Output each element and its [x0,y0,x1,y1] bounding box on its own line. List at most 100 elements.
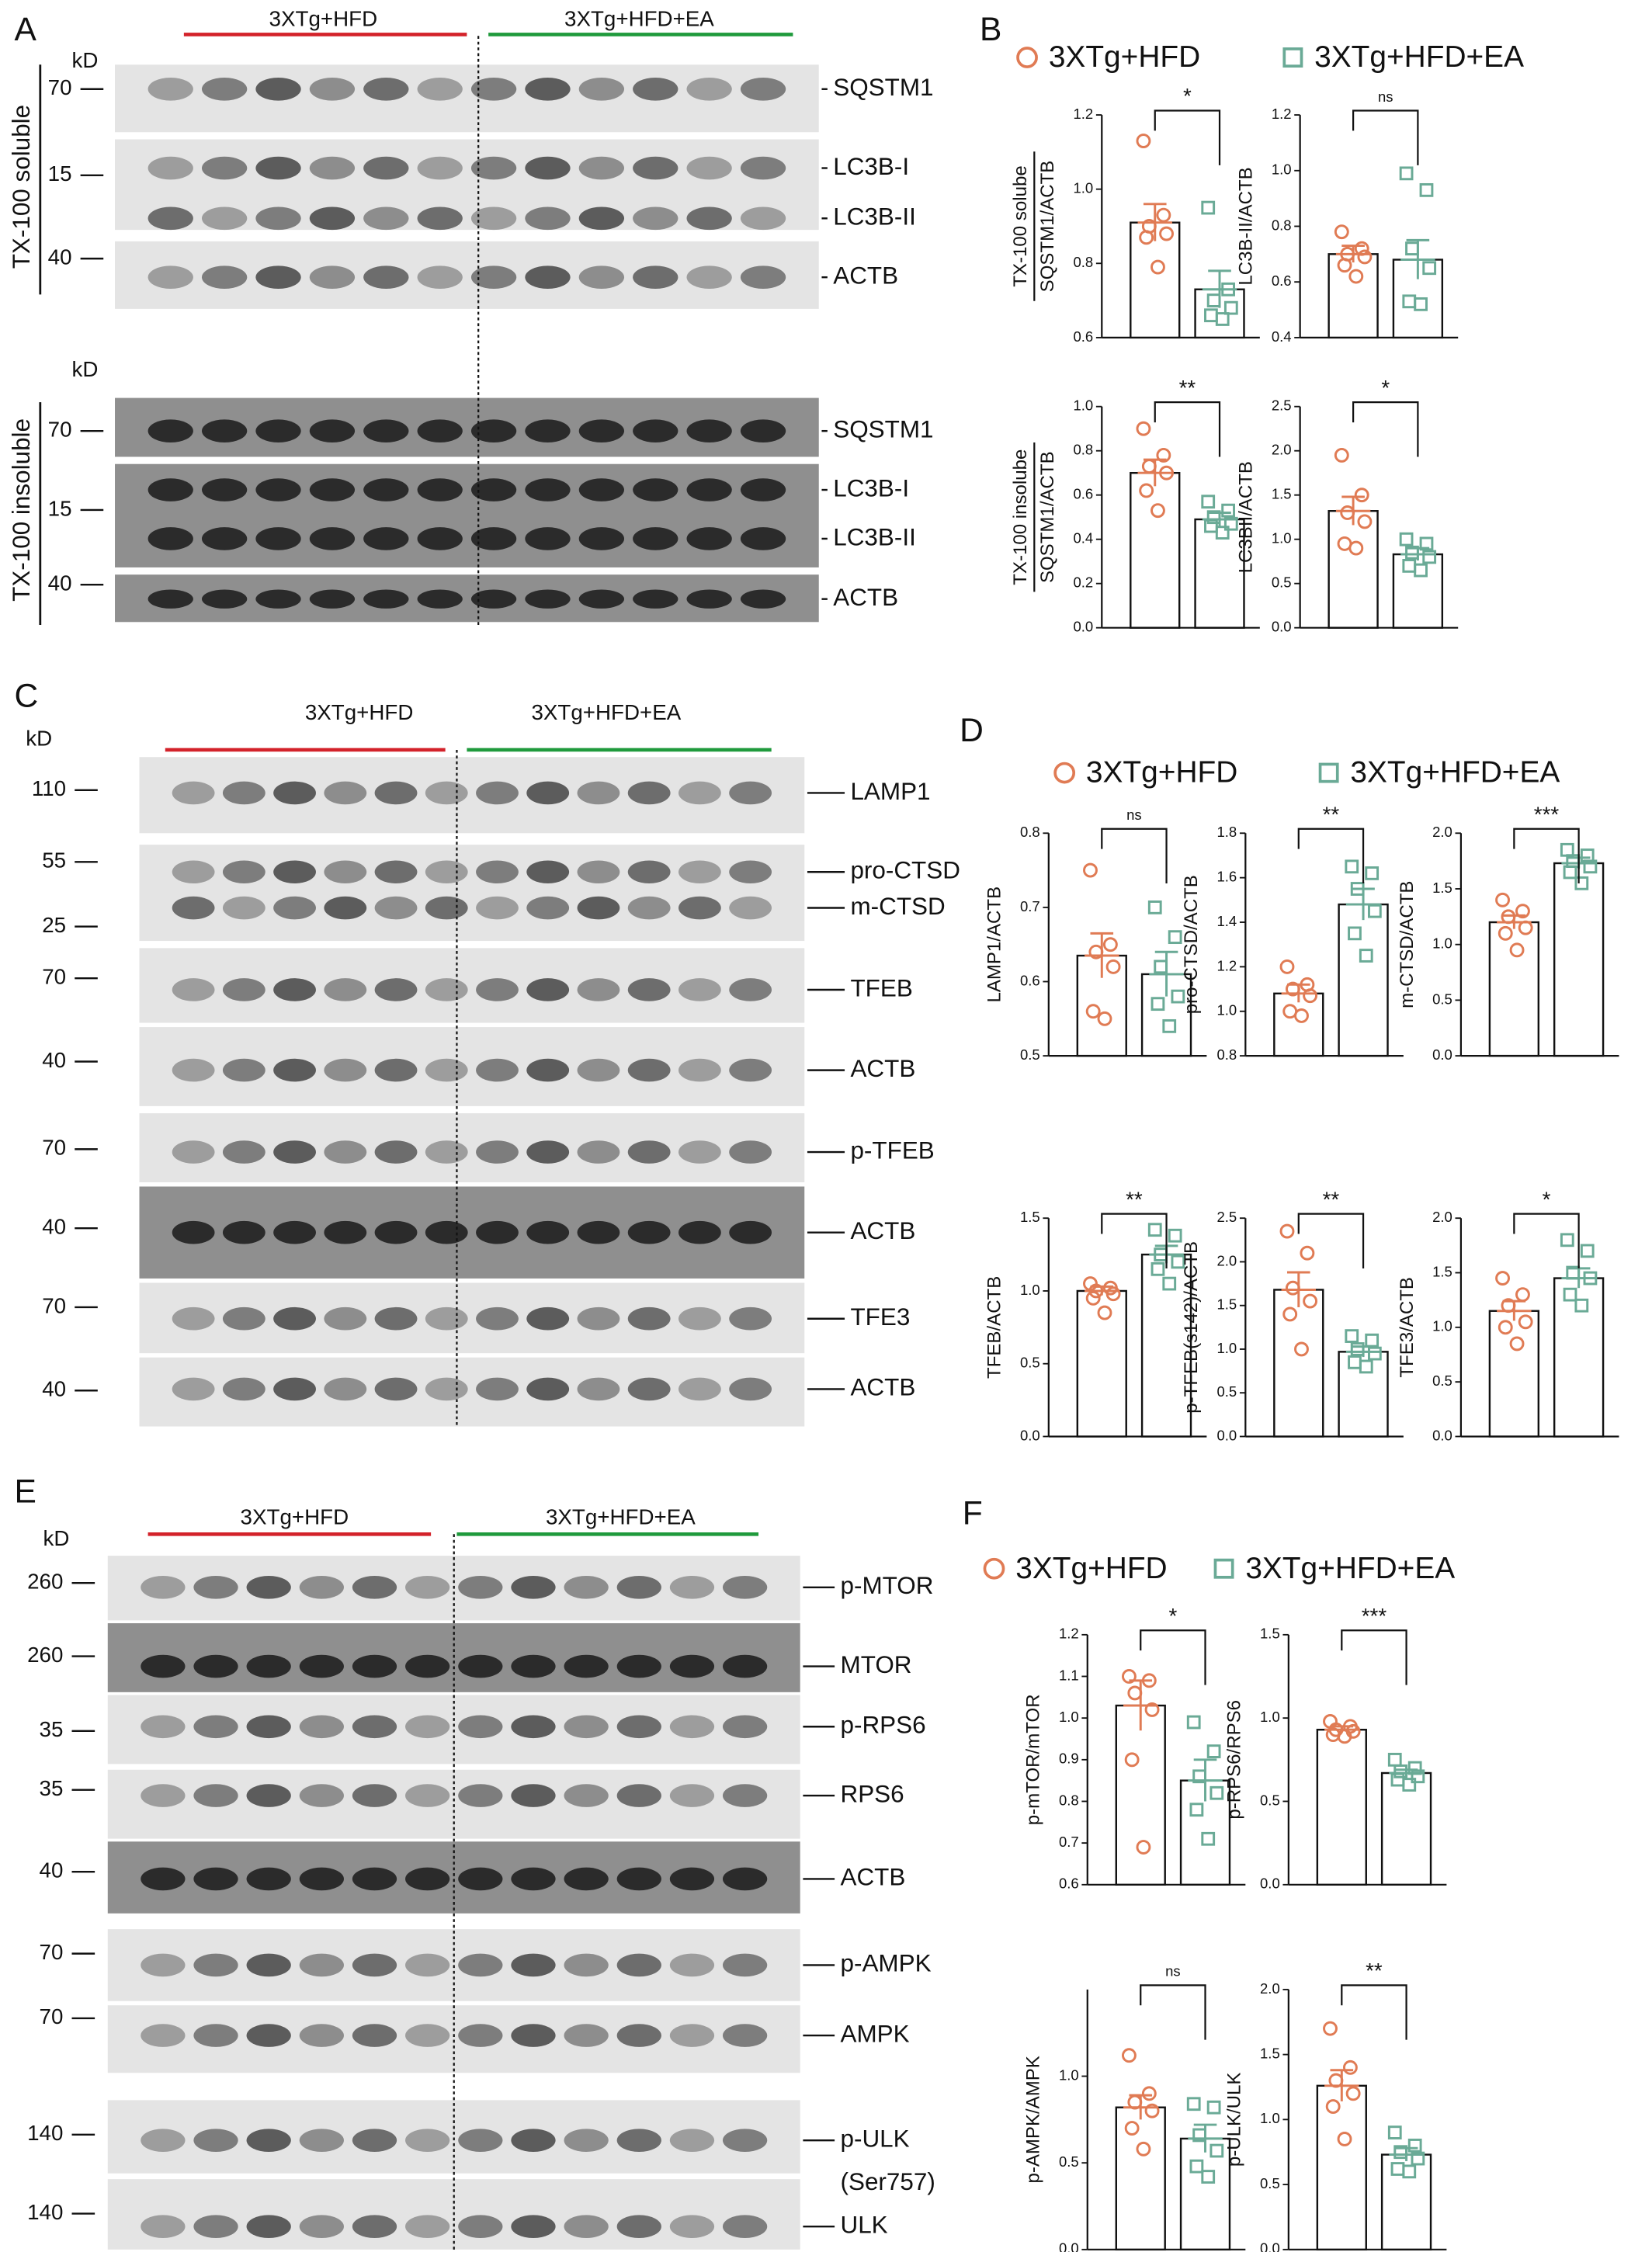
blot-band [201,77,248,101]
marker-label: 40 [48,245,72,269]
blot-band [525,419,571,442]
blot-band [578,419,625,442]
blot-band [458,1784,503,1807]
blot-band [374,978,418,1001]
marker-label: 260 [27,1643,63,1667]
blot-band [686,589,732,609]
error-bar [1188,2123,1223,2153]
blot-band [193,1953,238,1977]
y-tick-label: 1.0 [1073,180,1093,196]
blot-band [374,896,418,920]
blot-band [246,1575,291,1599]
legend-label: 3XTg+HFD [1086,756,1237,789]
protein-label: (Ser757) [841,2168,935,2195]
data-point [1136,421,1151,436]
y-tick-label: 1.2 [1272,106,1292,122]
blot-band [201,156,248,180]
blot-band [324,1306,367,1331]
blot-band [669,1867,715,1891]
bar [1115,1704,1166,1886]
blot-band [729,896,772,920]
protein-label: SQSTM1 [833,74,933,101]
blot-band [324,1140,367,1164]
legend-marker [1318,762,1339,783]
data-point [1201,494,1216,509]
blot-band [722,1867,768,1891]
significance-bracket [1341,1629,1407,1685]
error-bar [1085,1285,1119,1296]
blot-band [729,1220,772,1244]
blot-band [616,1715,661,1739]
blot-band [246,2024,291,2047]
blot-band [458,1953,503,1977]
blot-band [255,419,301,442]
blot-band [324,1058,367,1082]
blot-band [405,2024,450,2047]
y-tick-label: 0.8 [1073,254,1093,270]
blot-band [201,478,248,501]
error-bar [1497,1299,1532,1321]
y-tick-label: 0.6 [1059,1876,1079,1892]
marker-label: 40 [42,1377,66,1401]
marker-label: 70 [40,1940,64,1964]
blot-band [633,77,678,101]
marker-label: 35 [40,1776,64,1800]
blot-band [729,860,772,884]
protein-label: MTOR [841,1651,912,1678]
blot-band [417,77,463,101]
significance-label: * [1168,1604,1177,1628]
blot-band [405,1953,450,1977]
blot-band [255,206,301,231]
blot-band [511,1867,556,1891]
error-bar [1137,458,1172,487]
data-point [1367,1346,1382,1361]
data-point [1223,516,1238,531]
blot-band [222,1220,266,1244]
data-point [1345,859,1359,874]
blot-band [201,589,248,609]
row-label: TX-100 insolube [1010,449,1031,585]
blot-band [686,265,732,289]
y-tick-label: 0.5 [1059,2153,1079,2170]
blot-band [273,1058,316,1082]
data-point [1215,526,1230,540]
blot-band [246,1654,291,1678]
blot-band [352,2215,397,2239]
legend-label: 3XTg+HFD [1049,40,1200,74]
marker-label: 70 [42,1136,66,1160]
blot-band [633,478,678,501]
blot-band [425,1140,468,1164]
data-point [1150,259,1165,275]
unit-label: kD [72,48,99,72]
blot-band [577,896,620,920]
y-tick-label: 0.0 [1217,1427,1237,1443]
blot-band [201,419,248,442]
blot-band [722,1953,768,1977]
error-bar [1281,1271,1316,1307]
blot-band [148,589,193,609]
blot-band [299,1784,344,1807]
y-tick-label: 0.5 [1432,991,1452,1007]
blot-band [686,77,732,101]
data-point [1515,1287,1530,1303]
blot-band [405,1867,450,1891]
data-point [1144,2103,1160,2118]
data-point [1563,865,1577,880]
data-point [1325,2099,1341,2115]
blot-band [722,1654,768,1678]
data-point [1124,2121,1140,2136]
protein-label: SQSTM1 [833,415,933,442]
significance-bracket [1513,828,1580,884]
blot-band [616,1953,661,1977]
legend-marker [1213,1558,1234,1579]
blot-band [363,156,409,180]
blot-band [729,1140,772,1164]
blot-band [564,2129,609,2152]
bar [1553,1277,1605,1438]
blot-band [324,896,367,920]
data-point [1509,942,1525,958]
error-bar [1335,495,1371,526]
data-point [1422,550,1437,564]
significance-bracket [1101,1213,1168,1268]
